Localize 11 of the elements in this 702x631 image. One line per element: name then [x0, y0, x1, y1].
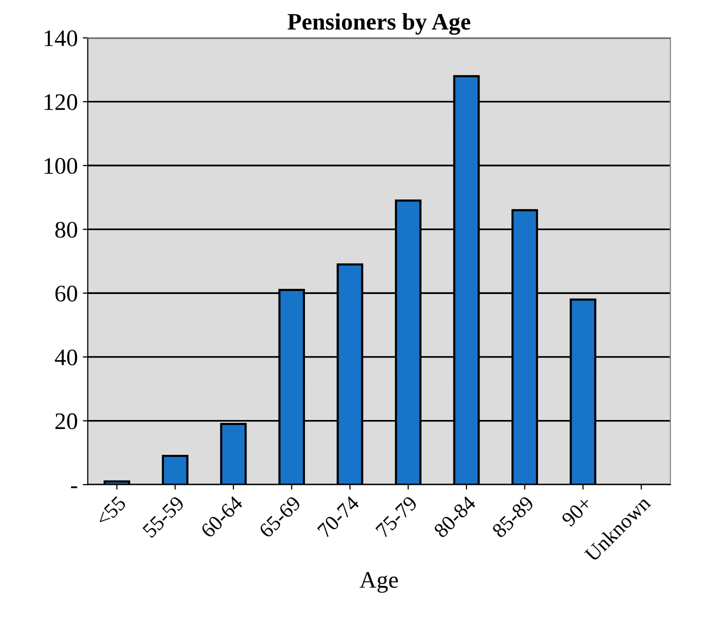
- y-tick-label: 80: [55, 222, 78, 238]
- y-tick-label: 140: [44, 30, 78, 46]
- y-tick-label: 120: [44, 94, 78, 110]
- x-tick-label: <55: [95, 495, 127, 527]
- x-axis-title: Age: [360, 572, 398, 593]
- y-tick-label: 60: [55, 286, 78, 302]
- y-tick-label: -: [71, 486, 78, 488]
- y-tick-label: 40: [54, 349, 78, 366]
- y-tick-label: 100: [44, 158, 78, 174]
- y-tick-label: 20: [55, 413, 78, 430]
- chart-title: Pensioners by Age: [288, 13, 470, 35]
